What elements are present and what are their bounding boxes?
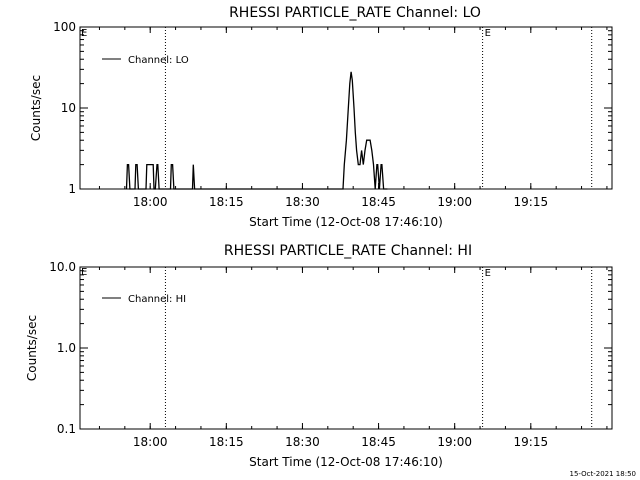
footer-timestamp: 15-Oct-2021 18:50	[570, 470, 636, 478]
chart-2-xlabel: Start Time (12-Oct-08 17:46:10)	[249, 455, 443, 469]
chart-2-x-tick-label: 18:45	[361, 435, 396, 449]
chart-1-corner-label: E	[81, 28, 87, 39]
chart-2-x-tick-label: 18:15	[209, 435, 244, 449]
chart-1-xlabel: Start Time (12-Oct-08 17:46:10)	[249, 215, 443, 229]
chart-1-y-tick-label: 100	[53, 20, 76, 34]
chart-2-title: RHESSI PARTICLE_RATE Channel: HI	[224, 243, 472, 259]
chart-1-x-tick-label: 18:00	[133, 195, 168, 209]
chart-1-series-line	[125, 71, 388, 190]
chart-2-x-tick-label: 18:30	[285, 435, 320, 449]
chart-2-frame	[79, 266, 613, 430]
chart-2-y-tick-label: 1.0	[57, 341, 76, 355]
chart-2-x-tick-label: 19:00	[437, 435, 472, 449]
chart-1-x-tick-label: 18:30	[285, 195, 320, 209]
chart-2-time-marker-label: E	[485, 268, 491, 279]
chart-2-legend-label: Channel: HI	[128, 294, 186, 305]
chart-2-y-tick-label: 10.0	[49, 260, 76, 274]
chart-1-title: RHESSI PARTICLE_RATE Channel: LO	[229, 5, 481, 21]
chart-2-x-tick-label: 19:15	[514, 435, 549, 449]
chart-1-ylabel: Counts/sec	[29, 75, 43, 141]
chart-1-x-tick-label: 19:00	[437, 195, 472, 209]
chart-1-y-tick-label: 1	[68, 182, 76, 196]
chart-2-corner-label: E	[81, 267, 87, 278]
chart-1-time-marker-label: E	[485, 28, 491, 39]
chart-2-x-tick-label: 18:00	[133, 435, 168, 449]
chart-1-x-tick-label: 19:15	[514, 195, 549, 209]
chart-2-y-tick-label: 0.1	[57, 422, 76, 436]
chart-1-x-tick-label: 18:15	[209, 195, 244, 209]
chart-1-frame	[79, 26, 613, 190]
chart-1-y-tick-label: 10	[61, 101, 76, 115]
chart-1-x-tick-label: 18:45	[361, 195, 396, 209]
chart-2-ylabel: Counts/sec	[25, 315, 39, 381]
chart-1-legend-label: Channel: LO	[128, 55, 189, 66]
chart-marks: 18:00 18:15 18:30 18:45 19:00 19:15 1 10 100 E 18:…	[49, 20, 613, 449]
